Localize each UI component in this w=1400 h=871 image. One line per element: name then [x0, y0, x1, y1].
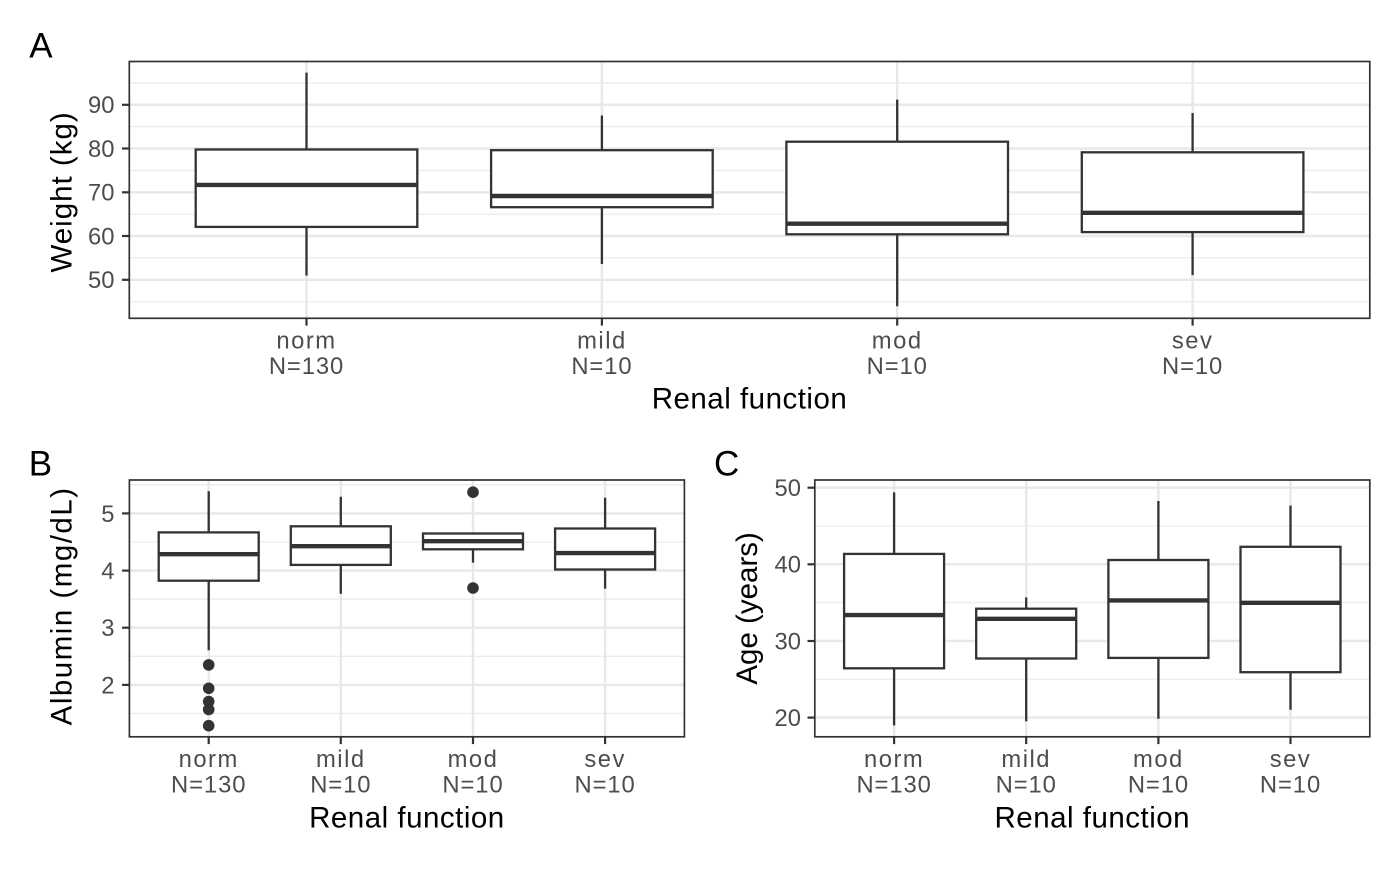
svg-text:N=130: N=130	[856, 772, 931, 799]
svg-text:30: 30	[775, 628, 801, 655]
svg-text:N=10: N=10	[867, 353, 928, 380]
svg-text:50: 50	[88, 267, 114, 294]
svg-text:Renal function: Renal function	[652, 383, 848, 416]
svg-text:sev: sev	[1172, 328, 1214, 355]
svg-text:N=10: N=10	[1260, 772, 1321, 799]
svg-text:norm: norm	[276, 328, 336, 355]
svg-text:70: 70	[88, 180, 114, 207]
svg-text:N=10: N=10	[442, 772, 503, 799]
svg-text:mild: mild	[577, 328, 627, 355]
svg-text:Weight (kg): Weight (kg)	[45, 111, 78, 272]
svg-text:B: B	[29, 445, 52, 484]
svg-text:N=10: N=10	[575, 772, 636, 799]
svg-text:20: 20	[775, 705, 801, 732]
svg-text:50: 50	[775, 475, 801, 502]
svg-text:4: 4	[101, 558, 114, 585]
svg-text:N=10: N=10	[1128, 772, 1189, 799]
svg-text:3: 3	[101, 615, 114, 642]
svg-text:mild: mild	[1001, 746, 1051, 773]
svg-text:N=10: N=10	[996, 772, 1057, 799]
svg-text:Renal function: Renal function	[309, 802, 505, 835]
svg-text:N=130: N=130	[269, 353, 344, 380]
svg-text:Renal function: Renal function	[994, 802, 1190, 835]
svg-text:Age (years): Age (years)	[731, 532, 764, 684]
svg-text:2: 2	[101, 672, 114, 699]
svg-text:mod: mod	[1133, 746, 1184, 773]
svg-text:mod: mod	[448, 746, 499, 773]
svg-text:sev: sev	[584, 746, 626, 773]
svg-text:norm: norm	[179, 746, 239, 773]
svg-text:A: A	[29, 27, 53, 66]
svg-text:N=130: N=130	[171, 772, 246, 799]
svg-text:Albumin (mg/dL): Albumin (mg/dL)	[45, 486, 78, 725]
svg-text:90: 90	[88, 92, 114, 119]
svg-text:N=10: N=10	[310, 772, 371, 799]
svg-text:norm: norm	[864, 746, 924, 773]
svg-text:N=10: N=10	[571, 353, 632, 380]
svg-text:C: C	[714, 445, 739, 484]
svg-text:mild: mild	[316, 746, 366, 773]
svg-text:N=10: N=10	[1162, 353, 1223, 380]
svg-text:mod: mod	[872, 328, 923, 355]
svg-text:5: 5	[101, 501, 114, 528]
svg-text:sev: sev	[1270, 746, 1312, 773]
svg-text:80: 80	[88, 136, 114, 163]
svg-text:60: 60	[88, 223, 114, 250]
svg-text:40: 40	[775, 552, 801, 579]
